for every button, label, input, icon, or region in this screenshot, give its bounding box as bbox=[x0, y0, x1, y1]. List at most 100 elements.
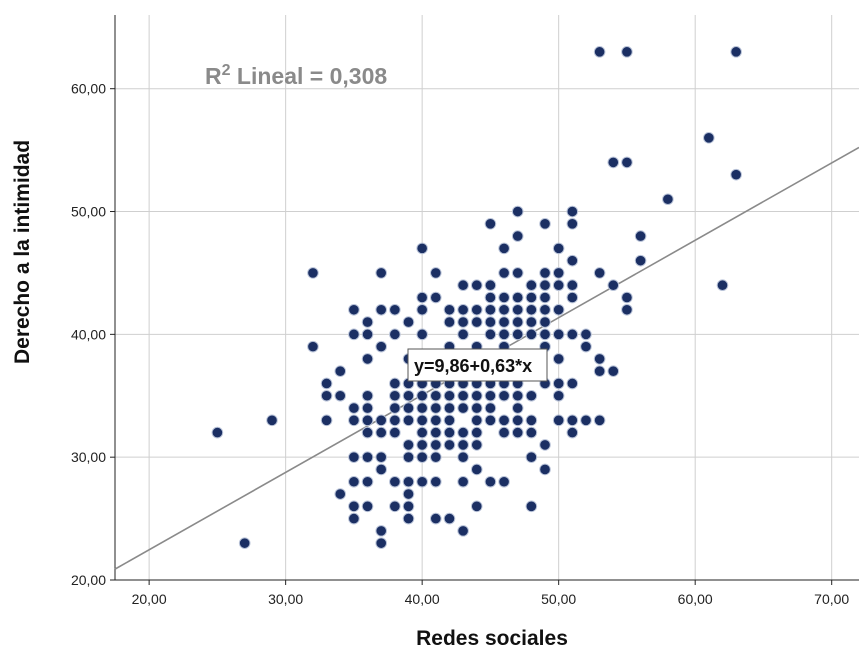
data-point bbox=[457, 316, 469, 328]
data-point bbox=[566, 426, 579, 439]
y-tick-label: 20,00 bbox=[71, 572, 106, 588]
data-point bbox=[484, 414, 497, 427]
data-point bbox=[348, 451, 360, 463]
data-point bbox=[416, 414, 428, 427]
data-point bbox=[402, 402, 415, 414]
data-point bbox=[498, 267, 510, 279]
data-point bbox=[430, 402, 442, 414]
data-point bbox=[389, 389, 401, 402]
r2-label: R2 Lineal = 0,308 bbox=[205, 62, 387, 89]
data-point bbox=[430, 291, 442, 304]
data-point bbox=[361, 426, 374, 439]
data-point bbox=[470, 463, 483, 476]
data-point bbox=[634, 230, 647, 242]
data-point bbox=[484, 316, 497, 328]
data-point bbox=[348, 402, 360, 414]
data-point bbox=[484, 303, 497, 316]
data-point bbox=[389, 377, 401, 390]
data-point bbox=[621, 156, 633, 169]
data-point bbox=[566, 328, 579, 341]
data-point bbox=[416, 451, 428, 463]
data-point bbox=[607, 279, 620, 292]
data-point bbox=[402, 439, 415, 451]
x-tick-label: 60,00 bbox=[678, 591, 713, 607]
data-point bbox=[593, 267, 606, 279]
data-point bbox=[320, 389, 333, 402]
data-point bbox=[566, 414, 579, 427]
data-point bbox=[621, 291, 633, 304]
data-point bbox=[484, 389, 497, 402]
data-point bbox=[402, 389, 415, 402]
data-point bbox=[511, 291, 524, 304]
data-point bbox=[443, 389, 456, 402]
data-point bbox=[511, 316, 524, 328]
data-point bbox=[484, 279, 497, 292]
data-point bbox=[402, 488, 415, 500]
data-point bbox=[430, 426, 442, 439]
data-point bbox=[307, 267, 319, 279]
data-point bbox=[389, 414, 401, 427]
data-point bbox=[361, 414, 374, 427]
data-point bbox=[539, 279, 551, 292]
data-point bbox=[389, 500, 401, 513]
data-point bbox=[402, 451, 415, 463]
data-point bbox=[552, 328, 565, 341]
data-point bbox=[334, 389, 347, 402]
data-point bbox=[580, 328, 592, 341]
data-point bbox=[498, 426, 510, 439]
data-point bbox=[457, 439, 469, 451]
data-point bbox=[470, 500, 483, 513]
data-point bbox=[580, 414, 592, 427]
data-point bbox=[320, 414, 333, 427]
data-point bbox=[416, 303, 428, 316]
data-point bbox=[552, 267, 565, 279]
data-point bbox=[238, 537, 251, 549]
x-tick-label: 30,00 bbox=[268, 591, 303, 607]
data-point bbox=[348, 475, 360, 488]
data-point bbox=[539, 316, 551, 328]
data-point bbox=[402, 414, 415, 427]
data-point bbox=[389, 303, 401, 316]
data-point bbox=[525, 389, 538, 402]
data-point bbox=[266, 414, 278, 427]
data-point bbox=[593, 365, 606, 377]
data-point bbox=[443, 439, 456, 451]
data-point bbox=[416, 475, 428, 488]
data-point bbox=[539, 328, 551, 341]
data-point bbox=[348, 414, 360, 427]
data-point bbox=[375, 463, 388, 476]
data-point bbox=[511, 402, 524, 414]
data-point bbox=[402, 512, 415, 525]
data-point bbox=[402, 475, 415, 488]
data-point bbox=[361, 402, 374, 414]
data-point bbox=[375, 267, 388, 279]
x-tick-label: 20,00 bbox=[132, 591, 167, 607]
data-point bbox=[334, 488, 347, 500]
data-point bbox=[498, 475, 510, 488]
data-point bbox=[716, 279, 729, 292]
data-point bbox=[470, 402, 483, 414]
data-point bbox=[498, 414, 510, 427]
data-point bbox=[457, 525, 469, 537]
data-point bbox=[511, 389, 524, 402]
data-point bbox=[525, 451, 538, 463]
data-point bbox=[580, 340, 592, 353]
data-point bbox=[361, 451, 374, 463]
data-point bbox=[525, 414, 538, 427]
fit-equation-label: y=9,86+0,63*x bbox=[414, 356, 532, 376]
data-point bbox=[430, 512, 442, 525]
data-point bbox=[511, 267, 524, 279]
data-point bbox=[539, 463, 551, 476]
data-point bbox=[348, 303, 360, 316]
x-tick-labels: 20,00 30,00 40,00 50,00 60,00 70,00 bbox=[132, 580, 849, 607]
data-point bbox=[511, 205, 524, 218]
data-point bbox=[430, 451, 442, 463]
data-point bbox=[457, 402, 469, 414]
x-axis-title: Redes sociales bbox=[416, 627, 568, 650]
data-point bbox=[566, 218, 579, 230]
data-point bbox=[443, 512, 456, 525]
data-point bbox=[430, 475, 442, 488]
data-point bbox=[525, 426, 538, 439]
data-point bbox=[389, 426, 401, 439]
data-point bbox=[484, 328, 497, 341]
